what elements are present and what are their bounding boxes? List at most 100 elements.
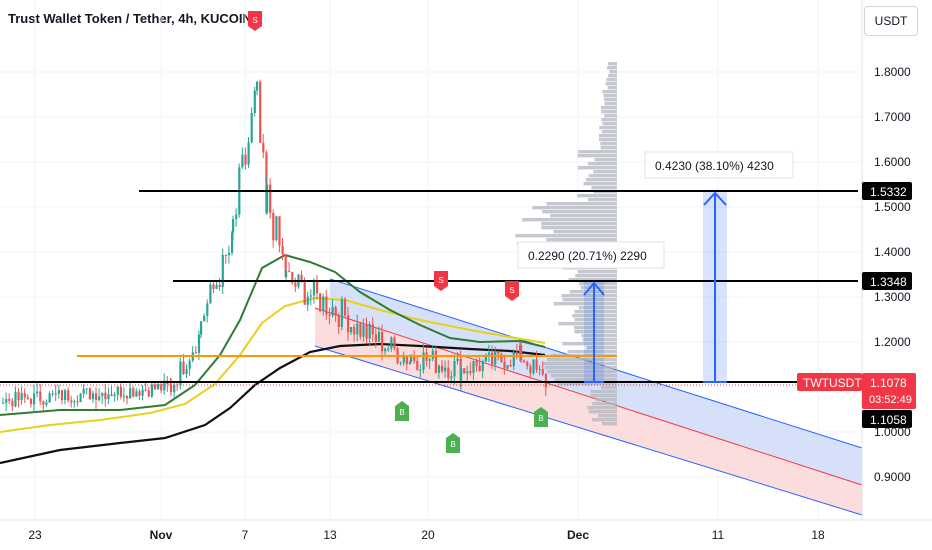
candle-body [353, 326, 356, 335]
candle-body [157, 384, 160, 390]
candle-body [126, 396, 129, 399]
volume-bar [598, 138, 617, 142]
signals: S S S B B B [248, 11, 548, 453]
volume-bar [583, 182, 617, 186]
candle-body [413, 355, 416, 361]
candle-body [54, 393, 57, 395]
candle-body [319, 293, 322, 312]
candle-body [456, 358, 459, 362]
y-tick-label: 1.4000 [874, 245, 911, 259]
volume-bar [577, 166, 617, 170]
candle-body [153, 384, 157, 390]
signal-s-marker: S [248, 11, 262, 31]
candle-body [356, 323, 359, 335]
volume-bar [602, 90, 617, 94]
candle-body [405, 356, 408, 365]
candle-body [82, 388, 85, 394]
volume-bar [591, 418, 617, 422]
candle-body [14, 391, 17, 407]
candle-body [512, 352, 515, 367]
volume-bar [608, 62, 617, 66]
volume-bar [567, 350, 617, 354]
candle-body [544, 374, 547, 388]
volume-bar [574, 318, 617, 322]
y-tick-label: 1.0000 [874, 425, 911, 439]
candle-body [11, 400, 14, 407]
candle-body [428, 359, 431, 361]
currency-selector[interactable]: USDT [864, 6, 918, 36]
candle-body [362, 324, 365, 337]
candle-body [532, 359, 535, 374]
volume-bar [598, 414, 617, 418]
measure-label-1-box [517, 241, 665, 269]
candle-body [416, 360, 419, 370]
candle-body [469, 371, 472, 373]
candle-body [64, 390, 67, 401]
candle-body [497, 351, 500, 354]
volume-bar [607, 86, 617, 90]
volume-bar [588, 174, 617, 178]
candle-body [463, 368, 466, 374]
candle-body [481, 361, 484, 371]
candle-body [182, 361, 185, 375]
candle-body [312, 280, 316, 296]
candle-body [322, 296, 325, 312]
volume-bar [595, 398, 617, 402]
candle-body [76, 401, 79, 403]
measure-label-1: 0.2290 (20.71%) 2290 [528, 249, 647, 263]
candle-body [20, 393, 23, 400]
candle-body [371, 324, 374, 335]
x-tick-label: Dec [567, 528, 589, 542]
time-axis[interactable]: 23 Nov 7 13 20 Dec 11 18 [28, 528, 825, 542]
channel-mid-line [314, 307, 863, 486]
candle-body [300, 274, 303, 282]
candle-body [285, 271, 288, 278]
candle-body [51, 393, 54, 395]
signal-label: B [399, 408, 404, 417]
volume-bar [608, 74, 617, 78]
volume-bar [562, 298, 617, 302]
candle-body [42, 401, 45, 405]
volume-bar [607, 66, 617, 70]
volume-bar [590, 390, 617, 394]
candle-body [325, 296, 328, 315]
candle-body [221, 255, 224, 287]
channel-lower-fill [315, 308, 862, 515]
candle-body [281, 245, 284, 255]
volume-bar [588, 198, 617, 202]
volume-bar [581, 334, 617, 338]
volume-bar [585, 178, 617, 182]
candle-body [113, 394, 116, 397]
level-tag-1.3348: 1.3348 [870, 275, 907, 289]
candle-body [235, 214, 238, 220]
candle-body [520, 345, 523, 361]
candle-body [88, 388, 91, 400]
candle-body [132, 388, 135, 397]
candle-body [247, 142, 250, 165]
candle-body [343, 299, 347, 316]
candle-body [5, 398, 8, 403]
candle-body [23, 393, 26, 398]
candle-body [334, 307, 337, 316]
level-tag-1.5332: 1.5332 [870, 185, 907, 199]
chart-title: Trust Wallet Token / Tether, 4h, KUCOIN [8, 11, 252, 26]
volume-bar [541, 222, 617, 226]
volume-bar [601, 386, 617, 390]
candle-body [291, 272, 294, 283]
volume-bar [557, 382, 617, 386]
volume-bar [546, 370, 617, 374]
signal-label: B [538, 414, 543, 423]
price-axis[interactable]: 0.90001.00001.10001.20001.30001.40001.50… [874, 65, 911, 484]
candle-body [67, 390, 70, 401]
volume-bar [582, 338, 617, 342]
candle-body [278, 216, 281, 246]
y-tick-label: 1.6000 [874, 155, 911, 169]
candle-body [206, 303, 209, 316]
symbol-tag: TWTUSDT [803, 376, 862, 390]
x-tick-label: 7 [242, 528, 249, 542]
candle-body [410, 355, 413, 362]
candle-body [487, 352, 491, 355]
volume-bar [574, 310, 617, 314]
volume-bar [601, 110, 617, 114]
